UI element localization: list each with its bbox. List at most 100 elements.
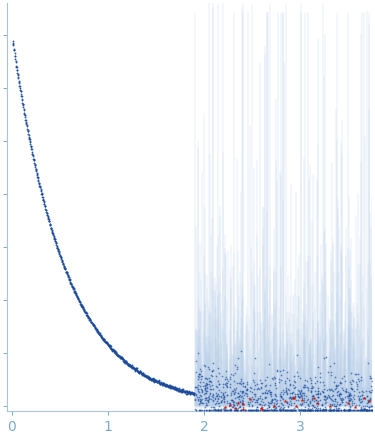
Point <box>346 407 352 414</box>
Point <box>363 407 369 414</box>
Point <box>334 407 340 414</box>
Point <box>123 360 129 367</box>
Point <box>253 407 259 414</box>
Point <box>33 165 39 172</box>
Point <box>337 400 343 407</box>
Point <box>237 402 243 409</box>
Point <box>348 385 354 392</box>
Point <box>34 170 40 177</box>
Point <box>195 386 201 393</box>
Point <box>305 387 311 394</box>
Point <box>364 393 370 400</box>
Point <box>319 388 325 395</box>
Point <box>194 407 200 414</box>
Point <box>328 407 334 414</box>
Point <box>232 405 238 412</box>
Point <box>116 352 122 359</box>
Point <box>268 390 274 397</box>
Point <box>30 150 36 157</box>
Point <box>151 378 157 385</box>
Point <box>352 407 358 414</box>
Point <box>358 396 364 403</box>
Point <box>13 64 20 71</box>
Point <box>295 406 301 413</box>
Point <box>279 400 285 407</box>
Point <box>276 375 282 382</box>
Point <box>343 407 349 414</box>
Point <box>293 397 299 404</box>
Point <box>333 405 339 412</box>
Point <box>165 382 171 389</box>
Point <box>322 399 328 406</box>
Point <box>238 407 244 414</box>
Point <box>80 305 86 312</box>
Point <box>225 407 231 414</box>
Point <box>307 398 313 405</box>
Point <box>169 382 175 389</box>
Point <box>302 407 307 414</box>
Point <box>331 402 337 409</box>
Point <box>27 139 33 146</box>
Point <box>60 260 66 267</box>
Point <box>360 395 366 402</box>
Point <box>345 394 351 401</box>
Point <box>158 380 164 387</box>
Point <box>330 407 336 414</box>
Point <box>315 387 321 394</box>
Point <box>317 390 323 397</box>
Point <box>108 346 114 353</box>
Point <box>209 368 214 375</box>
Point <box>107 344 113 351</box>
Point <box>167 384 173 391</box>
Point <box>345 407 351 414</box>
Point <box>272 407 278 414</box>
Point <box>239 401 245 408</box>
Point <box>333 384 339 391</box>
Point <box>196 371 202 378</box>
Point <box>160 380 166 387</box>
Point <box>152 377 158 384</box>
Point <box>369 407 375 414</box>
Point <box>190 390 196 397</box>
Point <box>342 394 348 401</box>
Point <box>304 407 310 414</box>
Point <box>64 270 70 277</box>
Point <box>231 402 237 409</box>
Point <box>302 381 308 388</box>
Point <box>216 399 222 406</box>
Point <box>335 407 341 414</box>
Point <box>74 293 80 300</box>
Point <box>326 394 332 401</box>
Point <box>230 402 236 409</box>
Point <box>280 386 286 393</box>
Point <box>227 405 233 412</box>
Point <box>289 393 295 400</box>
Point <box>272 379 278 386</box>
Point <box>301 399 307 406</box>
Point <box>295 372 301 379</box>
Point <box>249 401 255 408</box>
Point <box>327 402 333 409</box>
Point <box>109 347 115 354</box>
Point <box>231 401 237 408</box>
Point <box>292 407 298 414</box>
Point <box>315 387 321 394</box>
Point <box>210 367 216 374</box>
Point <box>200 378 206 385</box>
Point <box>264 407 270 414</box>
Point <box>193 368 199 375</box>
Point <box>45 212 51 219</box>
Point <box>144 373 150 380</box>
Point <box>298 387 304 394</box>
Point <box>228 392 234 399</box>
Point <box>306 407 312 414</box>
Point <box>294 391 300 398</box>
Point <box>191 391 197 398</box>
Point <box>50 229 55 236</box>
Point <box>204 375 210 382</box>
Point <box>24 123 30 130</box>
Point <box>125 361 131 368</box>
Point <box>92 323 98 330</box>
Point <box>49 226 55 233</box>
Point <box>277 368 283 375</box>
